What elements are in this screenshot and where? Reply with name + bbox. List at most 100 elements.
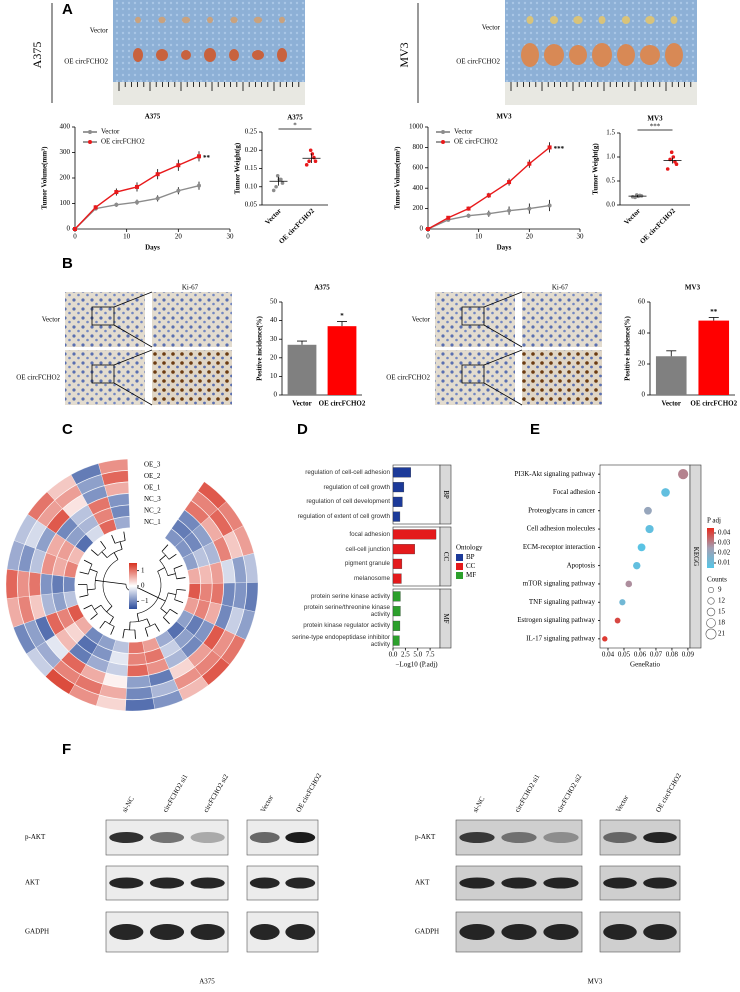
- x-axis-label: GeneRatio: [630, 661, 660, 669]
- dendrogram: [90, 549, 99, 556]
- protein-label: p-AKT: [25, 833, 46, 841]
- row-label: NC_3: [144, 495, 161, 503]
- dendrogram: [94, 604, 102, 610]
- ruler: [113, 82, 305, 105]
- lane-label: circFCHO2 si1: [513, 772, 541, 813]
- y-tick-label: 200: [60, 174, 71, 182]
- heatmap-cell: [221, 582, 236, 608]
- legend-swatch: [456, 572, 463, 579]
- point: [310, 152, 315, 156]
- x-tick-label: 20: [526, 233, 534, 241]
- heatmap-cell: [125, 697, 155, 712]
- point: [155, 196, 160, 201]
- blot-band: [501, 877, 537, 889]
- point: [197, 154, 201, 159]
- point: [486, 211, 491, 216]
- protein-label: GADPH: [25, 928, 49, 936]
- tumor: [670, 16, 678, 24]
- colorbar-label: 0.04: [718, 529, 731, 537]
- ihc-zoom: [152, 350, 232, 405]
- x-tick-label: 5.0: [413, 651, 422, 659]
- chart-title: MV3: [647, 115, 663, 123]
- y-axis-label: Tumor Weight(g): [234, 142, 242, 194]
- row-label: NC_1: [144, 518, 161, 526]
- tumor: [277, 48, 287, 62]
- size-legend-label: 12: [718, 597, 726, 605]
- size-legend-marker: [706, 607, 716, 617]
- y-tick-label: 0: [642, 391, 646, 399]
- y-tick-label: 0.15: [245, 164, 258, 172]
- legend-label: MF: [466, 571, 476, 579]
- ruler: [505, 82, 697, 105]
- zoom-line: [483, 382, 523, 406]
- point: [308, 148, 313, 153]
- chart-title: MV3: [685, 284, 701, 292]
- tumor: [544, 44, 564, 66]
- colorbar-label: 0.02: [718, 549, 731, 557]
- chart-title: A375: [287, 114, 303, 122]
- point: [304, 163, 309, 167]
- dendrogram: [136, 613, 140, 622]
- point: [625, 580, 633, 588]
- y-tick-label: 0.20: [245, 146, 258, 154]
- point: [313, 159, 318, 163]
- dendrogram: [134, 629, 136, 639]
- size-legend-marker: [705, 628, 717, 640]
- dendrogram: [163, 617, 170, 625]
- legend-marker: [88, 130, 92, 134]
- heatmap-cell: [98, 458, 129, 475]
- dendrogram: [160, 592, 169, 609]
- x-tick-label: 0.08: [666, 651, 679, 659]
- dendrogram: [89, 568, 98, 573]
- zoom-line: [113, 291, 153, 308]
- x-tick-label: OE circFCHO2: [638, 207, 677, 246]
- stain-label: Ki-67: [552, 284, 569, 292]
- dendrogram: [137, 571, 162, 614]
- x-tick-label: 30: [577, 233, 585, 241]
- blot-band: [149, 832, 185, 843]
- heatmap-cell: [40, 573, 53, 596]
- dendrogram: [111, 534, 116, 544]
- legend-label: OE circFCHO2: [454, 138, 498, 146]
- cell-line-label: A375: [30, 42, 44, 69]
- group-label: OE circFCHO2: [386, 374, 430, 382]
- tumor: [207, 16, 213, 24]
- legend-label: BP: [466, 553, 475, 561]
- heatmap-cell: [63, 576, 76, 593]
- blot-band: [149, 877, 185, 889]
- x-tick-label: Vector: [623, 207, 643, 227]
- dendrogram: [159, 554, 166, 561]
- heatmap-cell: [110, 504, 130, 519]
- tumor: [252, 50, 264, 60]
- category-label: regulation of cell growth: [323, 483, 390, 491]
- category-label: protein serine kinase activity: [310, 592, 390, 600]
- series-line: [427, 204, 550, 230]
- tumor: [133, 48, 143, 62]
- lane-label: OE circFCHO2: [294, 771, 323, 813]
- tumor: [156, 49, 168, 61]
- category-label: mTOR signaling pathway: [523, 580, 596, 588]
- legend-marker: [441, 130, 445, 134]
- blot-band: [501, 832, 537, 843]
- y-tick-label: 1000: [409, 123, 424, 131]
- blot-band: [643, 832, 677, 843]
- size-legend-label: 9: [718, 586, 722, 594]
- x-tick-label: 0: [73, 233, 77, 241]
- tumor: [135, 16, 141, 24]
- legend-swatch: [456, 554, 463, 561]
- x-tick-label: 20: [175, 233, 183, 241]
- panel-label: F: [62, 741, 71, 758]
- heatmap-cell: [101, 470, 129, 486]
- x-tick-label: 10: [475, 233, 483, 241]
- dendrogram: [145, 623, 156, 629]
- point: [277, 177, 282, 182]
- dendrogram: [114, 540, 126, 544]
- x-tick-label: 7.5: [426, 651, 435, 659]
- facet-label: BP: [442, 490, 450, 499]
- category-label: TNF signaling pathway: [529, 598, 596, 606]
- blot-band: [285, 877, 316, 889]
- size-legend-label: 15: [718, 608, 726, 616]
- significance-label: **: [710, 308, 718, 316]
- dendrogram: [79, 594, 89, 598]
- category-label: Focal adhesion: [553, 488, 596, 496]
